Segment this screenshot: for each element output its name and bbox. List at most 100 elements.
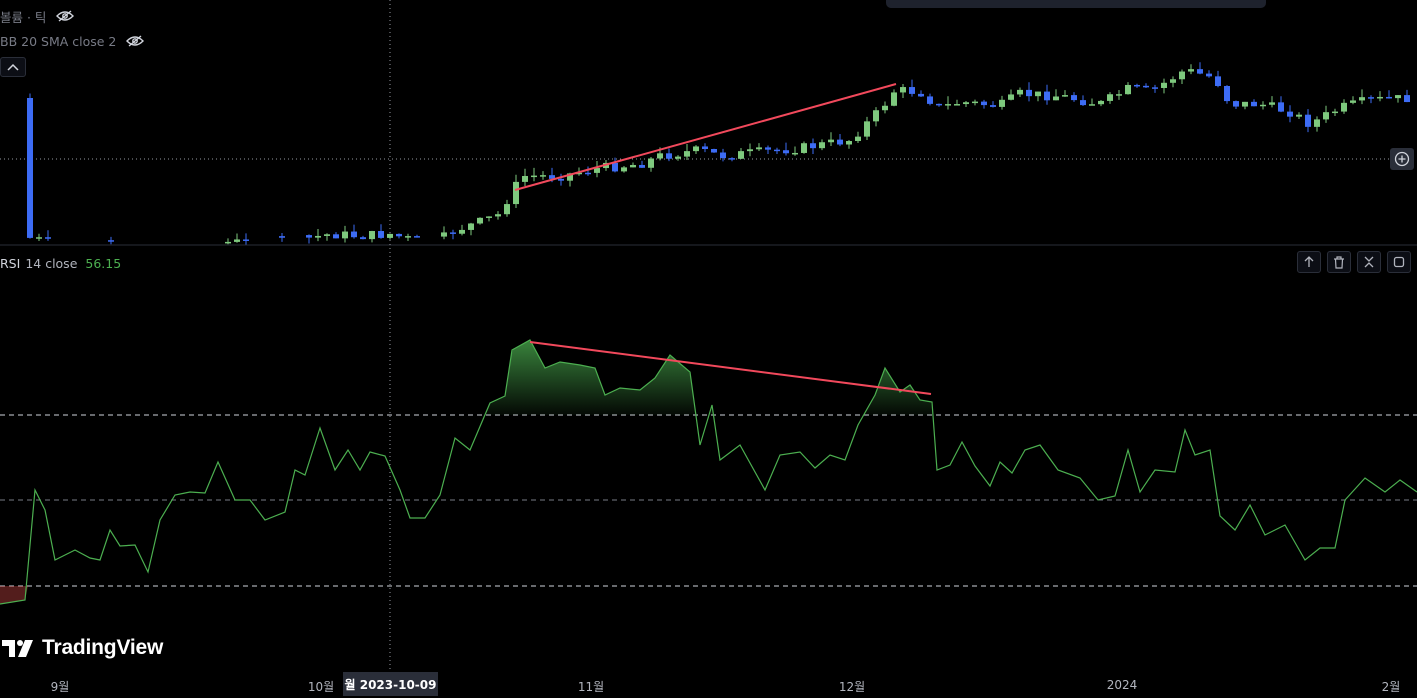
- candle-body: [1260, 104, 1266, 107]
- rsi-overbought-fill: [485, 340, 940, 415]
- candle-body: [1125, 84, 1131, 95]
- candle-body: [342, 231, 348, 239]
- candle-body: [621, 167, 627, 172]
- candle-body: [801, 143, 807, 153]
- move-pane-up-button[interactable]: [1297, 251, 1321, 273]
- candle-body: [396, 233, 402, 237]
- candle-body: [1080, 100, 1086, 106]
- bb-legend[interactable]: BB 20 SMA close 2: [0, 31, 145, 51]
- candle-body: [450, 232, 456, 234]
- candle-body: [333, 234, 339, 239]
- candle-body: [387, 233, 393, 238]
- candle-body: [531, 175, 537, 178]
- candle-body: [711, 149, 717, 153]
- candle-body: [630, 164, 636, 168]
- candle-body: [882, 105, 888, 111]
- candle-body: [873, 110, 879, 122]
- candle-body: [981, 101, 987, 106]
- bb-legend-label: BB 20 SMA close 2: [0, 33, 117, 49]
- candle-body: [594, 168, 600, 173]
- rsi-legend-value: 56.15: [85, 255, 122, 271]
- volume-legend[interactable]: 볼륨 · 틱: [0, 6, 75, 26]
- candle-body: [918, 93, 924, 97]
- candle-body: [1152, 87, 1158, 89]
- candle-body: [324, 234, 330, 236]
- candle-body: [1107, 94, 1113, 101]
- crosshair-time-label: 월 2023-10-09: [343, 672, 438, 696]
- candle-body: [837, 139, 843, 145]
- candle-body: [1098, 100, 1104, 105]
- candle-body: [1026, 89, 1032, 97]
- candle-body: [1035, 91, 1041, 97]
- candle-body: [243, 239, 249, 241]
- candle-body: [954, 104, 960, 106]
- collapse-arrows-icon: [1364, 256, 1374, 268]
- candle-body: [1206, 73, 1212, 77]
- candle-body: [855, 136, 861, 142]
- time-tick-label: 12월: [838, 680, 866, 694]
- price-trendline[interactable]: [514, 83, 897, 191]
- delete-pane-button[interactable]: [1327, 251, 1351, 273]
- rsi-legend-params: 14 close: [25, 255, 78, 271]
- collapse-legend-button[interactable]: [0, 57, 26, 77]
- time-axis[interactable]: 9월 10월 11월 12월 2024 2월: [0, 672, 1417, 698]
- candle-body: [1377, 96, 1383, 99]
- candle-body: [522, 175, 528, 182]
- arrow-up-icon: [1304, 256, 1314, 267]
- candle-body: [738, 151, 744, 159]
- eye-hidden-icon[interactable]: [126, 35, 145, 47]
- candle-body: [1305, 114, 1311, 127]
- candle-body: [315, 235, 321, 238]
- pane-more-button[interactable]: [1387, 251, 1411, 273]
- candle-body: [963, 102, 969, 105]
- candle-body: [1251, 101, 1257, 107]
- eye-hidden-icon[interactable]: [56, 10, 75, 22]
- candle-body: [486, 216, 492, 218]
- candle-body: [1188, 69, 1194, 72]
- candle-body: [441, 232, 447, 237]
- pane-controls: [1297, 251, 1411, 273]
- candle-body: [279, 236, 285, 238]
- candle-body: [1368, 97, 1374, 99]
- rsi-line[interactable]: [0, 339, 1417, 605]
- trash-icon: [1334, 255, 1344, 269]
- candle-body: [612, 162, 618, 172]
- candle-body: [684, 151, 690, 157]
- candle-body: [351, 231, 357, 238]
- candle-body: [1134, 84, 1140, 87]
- candle-body: [1278, 102, 1284, 112]
- candle-body: [585, 172, 591, 175]
- candle-body: [1269, 102, 1275, 105]
- candle-body: [45, 237, 51, 239]
- candle-body: [765, 147, 771, 150]
- candle-body: [576, 172, 582, 175]
- candle-body: [639, 164, 645, 168]
- rsi-trendline[interactable]: [529, 341, 932, 395]
- candle-body: [1179, 71, 1185, 80]
- candle-body: [729, 158, 735, 160]
- candle-body: [306, 235, 312, 238]
- candle-body: [1323, 112, 1329, 120]
- candle-body: [810, 143, 816, 149]
- maximize-pane-button[interactable]: [1357, 251, 1381, 273]
- candle-body: [378, 231, 384, 238]
- candle-body: [1044, 91, 1050, 101]
- candle-body: [936, 103, 942, 106]
- time-tick-label: 10월: [307, 680, 335, 694]
- candle-body: [468, 223, 474, 230]
- candle-body: [927, 96, 933, 104]
- candle-body: [792, 152, 798, 155]
- top-toolbar-pill[interactable]: [886, 0, 1266, 8]
- candle-body: [1197, 69, 1203, 74]
- candle-body: [1404, 95, 1410, 103]
- add-price-level-button[interactable]: [1390, 148, 1414, 170]
- candle-body: [108, 240, 114, 242]
- tradingview-logo[interactable]: TradingView: [2, 636, 163, 660]
- candle-body: [549, 175, 555, 179]
- candle-body: [414, 236, 420, 238]
- rsi-legend[interactable]: RSI 14 close 56.15: [0, 253, 121, 273]
- candle-body: [495, 214, 501, 217]
- candle-body: [747, 149, 753, 152]
- plus-circle-icon: [1394, 151, 1410, 167]
